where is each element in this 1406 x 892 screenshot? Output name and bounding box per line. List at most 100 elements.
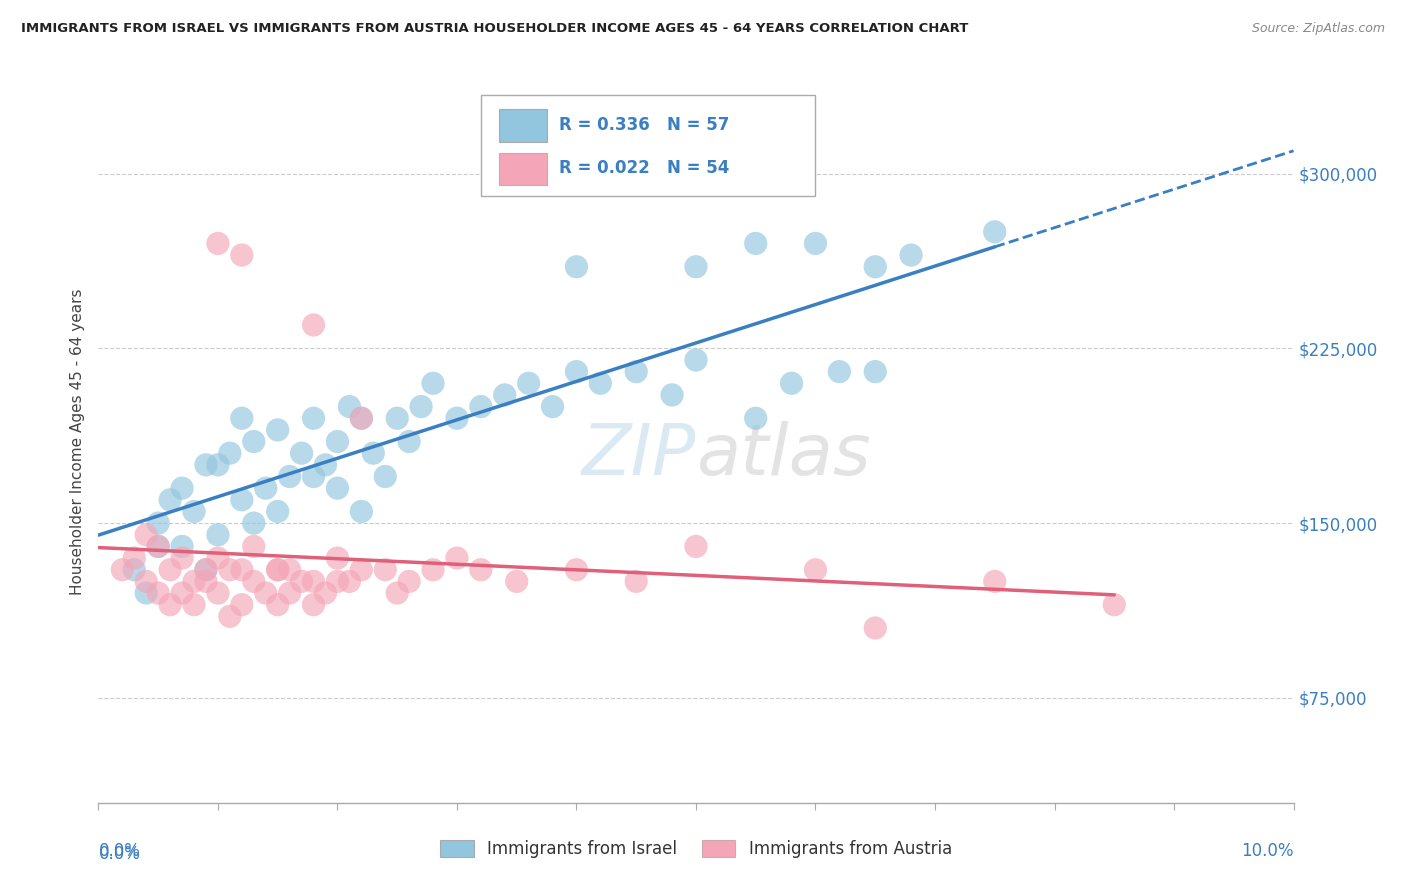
Point — [291, 446, 314, 460]
Point — [363, 446, 385, 460]
Point — [865, 621, 887, 635]
Point — [124, 551, 146, 566]
Point — [231, 248, 253, 262]
Point — [661, 388, 683, 402]
Point — [195, 574, 218, 589]
Point — [385, 586, 409, 600]
Point — [207, 528, 229, 542]
Point — [243, 516, 266, 530]
Point — [302, 318, 325, 332]
Point — [267, 423, 290, 437]
Point — [302, 411, 325, 425]
Point — [148, 540, 170, 554]
Point — [565, 365, 588, 379]
Text: ZIP: ZIP — [582, 422, 696, 491]
Point — [219, 609, 242, 624]
Point — [267, 563, 290, 577]
Point — [111, 563, 134, 577]
Point — [172, 586, 194, 600]
Point — [172, 481, 194, 495]
Point — [183, 504, 205, 518]
Point — [506, 574, 529, 589]
Point — [159, 492, 181, 507]
Point — [685, 540, 707, 554]
Point — [267, 598, 290, 612]
Point — [745, 236, 768, 251]
Point — [243, 540, 266, 554]
Point — [374, 469, 396, 483]
Point — [446, 551, 468, 566]
Point — [422, 563, 444, 577]
Point — [984, 574, 1007, 589]
Point — [865, 260, 887, 274]
Text: 0.0%: 0.0% — [98, 842, 141, 860]
Point — [135, 528, 157, 542]
Text: atlas: atlas — [696, 422, 870, 491]
Point — [494, 388, 516, 402]
Point — [207, 458, 229, 472]
Point — [626, 574, 648, 589]
Text: R = 0.336   N = 57: R = 0.336 N = 57 — [558, 116, 728, 134]
Point — [685, 260, 707, 274]
Point — [350, 504, 373, 518]
Point — [159, 563, 181, 577]
Point — [267, 504, 290, 518]
Point — [159, 598, 181, 612]
Point — [195, 563, 218, 577]
Point — [195, 458, 218, 472]
Point — [374, 563, 396, 577]
Point — [1104, 598, 1126, 612]
Point — [231, 598, 253, 612]
Text: 10.0%: 10.0% — [1241, 842, 1294, 860]
Point — [219, 446, 242, 460]
Point — [589, 376, 612, 391]
Point — [267, 563, 290, 577]
Point — [291, 574, 314, 589]
Point — [231, 492, 253, 507]
Point — [278, 469, 301, 483]
Point — [470, 563, 492, 577]
Point — [541, 400, 564, 414]
Point — [326, 434, 349, 449]
Point — [135, 586, 157, 600]
Point — [254, 481, 277, 495]
Point — [326, 481, 349, 495]
Point — [315, 458, 337, 472]
Legend: Immigrants from Israel, Immigrants from Austria: Immigrants from Israel, Immigrants from … — [432, 832, 960, 867]
Point — [243, 434, 266, 449]
Point — [183, 574, 205, 589]
Point — [398, 574, 420, 589]
Point — [865, 365, 887, 379]
Point — [745, 411, 768, 425]
Point — [243, 574, 266, 589]
Point — [207, 551, 229, 566]
Text: IMMIGRANTS FROM ISRAEL VS IMMIGRANTS FROM AUSTRIA HOUSEHOLDER INCOME AGES 45 - 6: IMMIGRANTS FROM ISRAEL VS IMMIGRANTS FRO… — [21, 22, 969, 36]
Point — [685, 353, 707, 368]
Point — [302, 469, 325, 483]
Point — [828, 365, 851, 379]
Point — [422, 376, 444, 391]
Y-axis label: Householder Income Ages 45 - 64 years: Householder Income Ages 45 - 64 years — [69, 288, 84, 595]
Point — [470, 400, 492, 414]
Point — [804, 236, 827, 251]
Point — [326, 574, 349, 589]
Point — [148, 586, 170, 600]
Point — [565, 260, 588, 274]
Point — [302, 574, 325, 589]
Point — [315, 586, 337, 600]
Point — [385, 411, 409, 425]
FancyBboxPatch shape — [499, 153, 547, 185]
Point — [900, 248, 922, 262]
Point — [172, 540, 194, 554]
Point — [326, 551, 349, 566]
Point — [148, 516, 170, 530]
FancyBboxPatch shape — [481, 95, 815, 196]
Point — [350, 411, 373, 425]
Point — [278, 586, 301, 600]
Point — [231, 563, 253, 577]
Point — [124, 563, 146, 577]
Point — [135, 574, 157, 589]
Point — [517, 376, 540, 391]
Point — [350, 411, 373, 425]
Point — [350, 563, 373, 577]
